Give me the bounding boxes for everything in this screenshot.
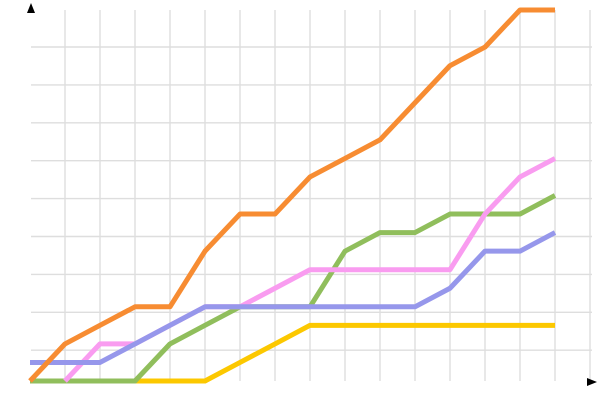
grid-lines: [31, 10, 592, 381]
series-yellow-line: [30, 322, 555, 384]
series-orange-line: [28, 7, 555, 383]
series-blue-line: [30, 230, 557, 365]
x-axis-arrow-icon: [587, 378, 597, 386]
axes: [27, 3, 597, 386]
y-axis-arrow-icon: [27, 3, 35, 13]
data-series: [28, 7, 557, 384]
